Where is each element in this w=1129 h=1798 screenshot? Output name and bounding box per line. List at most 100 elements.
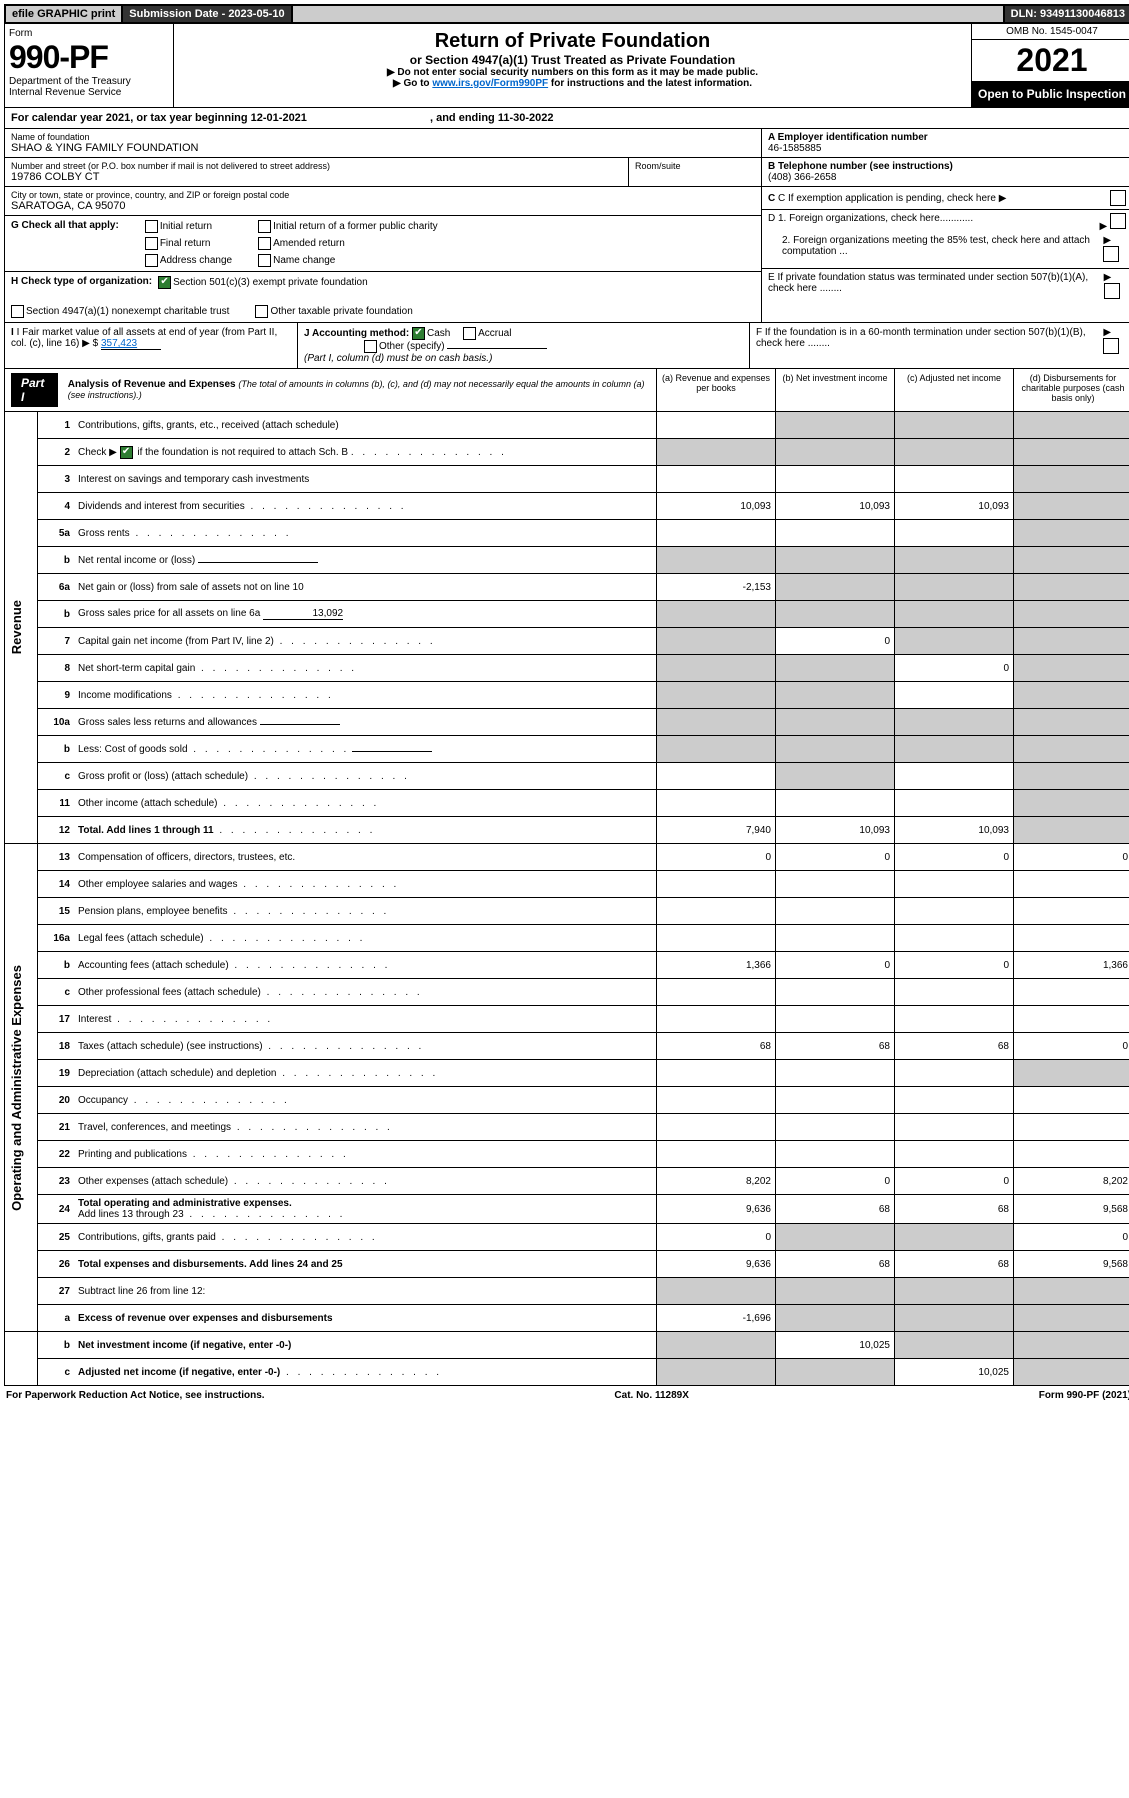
row-21: 21Travel, conferences, and meetings [5, 1114, 1129, 1141]
footer: For Paperwork Reduction Act Notice, see … [4, 1386, 1129, 1405]
city-val: SARATOGA, CA 95070 [11, 200, 755, 212]
row-23: 23Other expenses (attach schedule) 8,202… [5, 1168, 1129, 1195]
row-10b: bLess: Cost of goods sold [5, 736, 1129, 763]
row-10a: 10aGross sales less returns and allowanc… [5, 709, 1129, 736]
top-spacer [293, 6, 1003, 22]
g-opt-initial[interactable]: Initial return [145, 220, 232, 233]
part1-desc: Part I Analysis of Revenue and Expenses … [5, 369, 656, 411]
info-right: A Employer identification number 46-1585… [761, 129, 1129, 322]
row-27b: bNet investment income (if negative, ent… [5, 1332, 1129, 1359]
street-label: Number and street (or P.O. box number if… [11, 161, 622, 171]
cal-text: For calendar year 2021, or tax year begi… [11, 112, 307, 124]
main-table: Revenue 1Contributions, gifts, grants, e… [4, 412, 1129, 1386]
g-opt-amended[interactable]: Amended return [258, 237, 438, 250]
col-d-head: (d) Disbursements for charitable purpose… [1013, 369, 1129, 411]
row-2: 2 Check ▶ if the foundation is not requi… [5, 439, 1129, 466]
ein-label: A Employer identification number [768, 132, 928, 143]
ijf-row: I I Fair market value of all assets at e… [4, 323, 1129, 369]
row-6b: bGross sales price for all assets on lin… [5, 601, 1129, 628]
row-1: Revenue 1Contributions, gifts, grants, e… [5, 412, 1129, 439]
j-accrual[interactable]: Accrual [463, 328, 511, 339]
d2-checkbox[interactable] [1103, 246, 1119, 262]
e-label: E If private foundation status was termi… [768, 272, 1104, 302]
row-9: 9Income modifications [5, 682, 1129, 709]
form-title: Return of Private Foundation [180, 30, 965, 53]
name-label: Name of foundation [11, 132, 755, 142]
tel-label: B Telephone number (see instructions) [768, 161, 953, 172]
j-label: J Accounting method: [304, 328, 409, 339]
efile-label[interactable]: efile GRAPHIC print [6, 6, 123, 22]
row-26: 26Total expenses and disbursements. Add … [5, 1251, 1129, 1278]
row-22: 22Printing and publications [5, 1141, 1129, 1168]
i-cell: I I Fair market value of all assets at e… [5, 323, 298, 368]
street-row: Number and street (or P.O. box number if… [5, 158, 761, 187]
h-opt3[interactable]: Other taxable private foundation [255, 305, 412, 318]
d1-label: D 1. Foreign organizations, check here..… [768, 213, 973, 232]
city-label: City or town, state or province, country… [11, 190, 755, 200]
top-bar: efile GRAPHIC print Submission Date - 20… [4, 4, 1129, 24]
row-5a: 5aGross rents [5, 520, 1129, 547]
f-cell: F If the foundation is in a 60-month ter… [750, 323, 1129, 368]
part1-header-row: Part I Analysis of Revenue and Expenses … [4, 369, 1129, 412]
form-header: Form 990-PF Department of the Treasury I… [4, 24, 1129, 108]
part1-title: Analysis of Revenue and Expenses [68, 379, 236, 390]
row-15: 15Pension plans, employee benefits [5, 898, 1129, 925]
cal-ending: , and ending 11-30-2022 [430, 112, 554, 124]
part1-label: Part I [11, 373, 58, 407]
g-label: G Check all that apply: [11, 220, 119, 231]
row-5b: bNet rental income or (loss) [5, 547, 1129, 574]
info-block: Name of foundation SHAO & YING FAMILY FO… [4, 129, 1129, 323]
j-other[interactable]: Other (specify) [364, 341, 547, 352]
irs-link[interactable]: www.irs.gov/Form990PF [432, 78, 548, 89]
side-revenue: Revenue [5, 412, 38, 844]
row-8: 8Net short-term capital gain 0 [5, 655, 1129, 682]
row-17: 17Interest [5, 1006, 1129, 1033]
row-6a: 6aNet gain or (loss) from sale of assets… [5, 574, 1129, 601]
form-label: Form [9, 28, 169, 39]
e-checkbox[interactable] [1104, 283, 1120, 299]
row-20: 20Occupancy [5, 1087, 1129, 1114]
i-value[interactable]: 357,423 [101, 338, 161, 350]
row-11: 11Other income (attach schedule) [5, 790, 1129, 817]
h-opt2[interactable]: Section 4947(a)(1) nonexempt charitable … [11, 305, 229, 318]
h-opt1[interactable]: Section 501(c)(3) exempt private foundat… [158, 276, 368, 289]
g-opt-final[interactable]: Final return [145, 237, 232, 250]
open-public: Open to Public Inspection [972, 81, 1129, 107]
i-prefix: ▶ $ [82, 338, 98, 349]
ein-cell: A Employer identification number 46-1585… [762, 129, 1129, 158]
c-checkbox[interactable] [1110, 190, 1126, 206]
room-label: Room/suite [635, 161, 755, 171]
ein-val: 46-1585885 [768, 143, 821, 154]
row-16c: cOther professional fees (attach schedul… [5, 979, 1129, 1006]
calendar-year-row: For calendar year 2021, or tax year begi… [4, 108, 1129, 129]
side-expenses: Operating and Administrative Expenses [5, 844, 38, 1332]
schb-checkbox[interactable] [120, 446, 133, 459]
g-opt-address[interactable]: Address change [145, 254, 232, 267]
header-left: Form 990-PF Department of the Treasury I… [5, 24, 174, 107]
row-27: 27Subtract line 26 from line 12: [5, 1278, 1129, 1305]
f-checkbox[interactable] [1103, 338, 1119, 354]
e-row: E If private foundation status was termi… [762, 269, 1129, 305]
dln-label: DLN: 93491130046813 [1003, 6, 1129, 22]
row-18: 18Taxes (attach schedule) (see instructi… [5, 1033, 1129, 1060]
street-val: 19786 COLBY CT [11, 171, 622, 183]
row-3: 3Interest on savings and temporary cash … [5, 466, 1129, 493]
f-label: F If the foundation is in a 60-month ter… [756, 327, 1103, 364]
g-opt-namechange[interactable]: Name change [258, 254, 438, 267]
header-center: Return of Private Foundation or Section … [174, 24, 971, 107]
d1-checkbox[interactable] [1110, 213, 1126, 229]
j-cash[interactable]: Cash [412, 328, 450, 339]
g-opt-former[interactable]: Initial return of a former public charit… [258, 220, 438, 233]
form-note2: ▶ Go to www.irs.gov/Form990PF for instru… [180, 78, 965, 89]
row-27c: cAdjusted net income (if negative, enter… [5, 1359, 1129, 1386]
foundation-name: SHAO & YING FAMILY FOUNDATION [11, 142, 755, 154]
row-12: 12Total. Add lines 1 through 11 7,94010,… [5, 817, 1129, 844]
dept-label: Department of the Treasury Internal Reve… [9, 76, 169, 98]
room-cell: Room/suite [629, 158, 761, 186]
form-number: 990-PF [9, 39, 169, 76]
col-a-head: (a) Revenue and expenses per books [656, 369, 775, 411]
col-c-head: (c) Adjusted net income [894, 369, 1013, 411]
info-left: Name of foundation SHAO & YING FAMILY FO… [5, 129, 761, 322]
row-10c: cGross profit or (loss) (attach schedule… [5, 763, 1129, 790]
c-row: C C If exemption application is pending,… [762, 187, 1129, 210]
